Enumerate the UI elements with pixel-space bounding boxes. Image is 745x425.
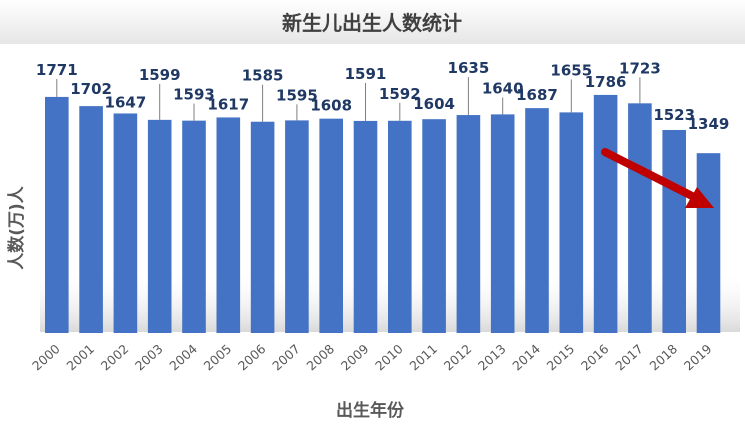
x-tick-2014: 2014 [509, 341, 543, 373]
bar-2019 [696, 153, 721, 333]
bar-2003 [147, 119, 172, 333]
bar-2005 [216, 117, 241, 333]
data-label-2012: 1635 [448, 59, 490, 77]
bar-2008 [319, 118, 343, 334]
data-label-2010: 1592 [379, 85, 421, 103]
bar-2016 [593, 94, 618, 333]
x-tick-2010: 2010 [372, 341, 406, 373]
x-tick-2012: 2012 [441, 341, 475, 373]
data-label-2014: 1687 [516, 86, 558, 104]
data-label-2002: 1647 [105, 93, 147, 111]
title-band [0, 0, 745, 44]
data-label-2006: 1585 [242, 67, 284, 85]
bar-2009 [353, 120, 378, 333]
bar-2001 [79, 106, 103, 333]
x-tick-2018: 2018 [647, 341, 681, 373]
data-label-2008: 1608 [310, 97, 352, 115]
x-axis-label: 出生年份 [336, 400, 405, 421]
data-label-2009: 1591 [345, 65, 387, 83]
y-axis-label: 人数(万)人 [6, 185, 27, 270]
x-tick-2004: 2004 [166, 341, 200, 373]
x-tick-2000: 2000 [29, 341, 63, 373]
leader-lines [56, 77, 641, 122]
data-label-2001: 1702 [70, 80, 112, 98]
x-tick-2015: 2015 [544, 341, 578, 373]
data-label-2016: 1786 [585, 73, 627, 91]
x-tick-2008: 2008 [304, 341, 338, 373]
data-label-2004: 1593 [173, 86, 215, 104]
bar-2017 [628, 103, 652, 333]
data-label-2015: 1655 [550, 61, 592, 79]
x-tick-labels: 2000 2001 2002 2003 2004 2005 2006 2007 2008 2009… [29, 341, 714, 373]
data-label-2018: 1523 [653, 106, 695, 124]
x-tick-2002: 2002 [98, 341, 132, 373]
bar-2014 [525, 108, 549, 334]
bar-2018 [662, 129, 686, 333]
x-tick-2009: 2009 [338, 341, 372, 373]
data-label-2013: 1640 [482, 79, 524, 97]
data-label-2005: 1617 [207, 95, 249, 113]
bar-2015 [559, 112, 584, 334]
bar-2011 [422, 119, 446, 333]
bar-2000 [45, 96, 69, 334]
x-tick-2013: 2013 [475, 341, 509, 373]
data-label-2019: 1349 [688, 115, 730, 133]
x-tick-2007: 2007 [269, 341, 303, 373]
red-down-arrow [601, 148, 714, 208]
data-label-2007: 1595 [276, 86, 318, 104]
bar-2010 [388, 120, 412, 333]
x-tick-2001: 2001 [63, 341, 97, 373]
x-tick-2011: 2011 [406, 341, 440, 373]
arrow-head [685, 187, 714, 208]
bar-2004 [182, 120, 206, 333]
x-tick-2003: 2003 [132, 341, 166, 373]
bar-2013 [490, 114, 515, 333]
x-tick-2006: 2006 [235, 341, 269, 373]
chart-title: 新生儿出生人数统计 [282, 11, 462, 35]
bar-2007 [285, 120, 309, 333]
bar-2006 [250, 121, 275, 333]
arrow-shaft [601, 148, 700, 202]
x-tick-2017: 2017 [612, 341, 646, 373]
bar-2012 [456, 115, 481, 333]
data-label-2003: 1599 [139, 66, 181, 84]
x-tick-2005: 2005 [201, 341, 235, 373]
data-label-2011: 1604 [413, 95, 455, 113]
x-tick-2019: 2019 [681, 341, 715, 373]
data-label-2000: 1771 [36, 61, 78, 79]
x-tick-2016: 2016 [578, 341, 612, 373]
bar-series [45, 94, 721, 334]
bar-2002 [113, 113, 138, 334]
data-label-2017: 1723 [619, 59, 661, 77]
